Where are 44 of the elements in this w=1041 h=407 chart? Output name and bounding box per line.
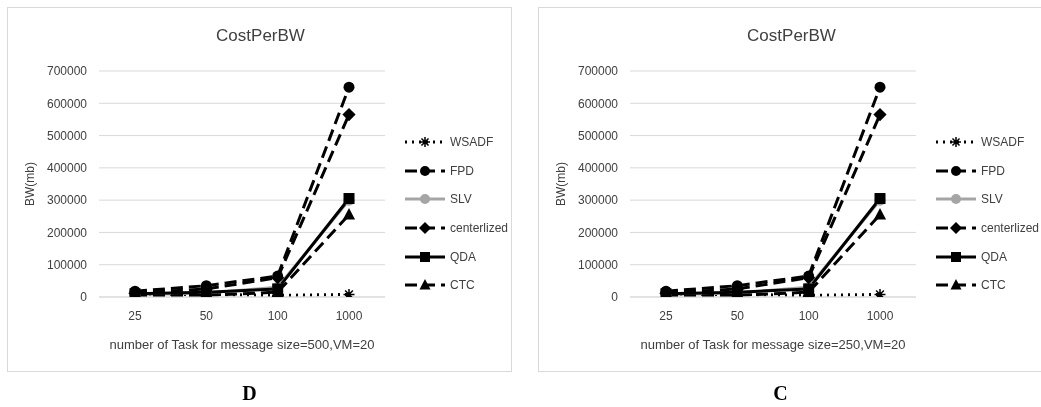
y-tick-label: 0 [611, 290, 619, 305]
x-tick-label: 100 [798, 308, 819, 323]
legend-label: QDA [981, 249, 1008, 264]
legend-label: SLV [981, 192, 1003, 207]
y-tick-label: 300000 [46, 193, 88, 208]
y-tick-label: 200000 [46, 225, 88, 240]
legend-label: centerlized [450, 221, 509, 236]
y-tick-label: 0 [80, 290, 88, 305]
x-axis-title: number of Task for message size=250,VM=20 [640, 337, 906, 352]
text: D [241, 382, 258, 405]
y-tick-label: 400000 [577, 161, 619, 176]
y-tick-label: 600000 [46, 96, 88, 111]
x-tick-label: 100 [267, 308, 288, 323]
x-tick-label: 1000 [335, 308, 363, 323]
y-tick-label: 600000 [577, 96, 619, 111]
legend-label: FPD [981, 163, 1005, 178]
y-tick-label: 500000 [46, 128, 88, 143]
y-tick-label: 400000 [46, 161, 88, 176]
y-tick-label: 200000 [577, 225, 619, 240]
x-tick-label: 25 [128, 308, 142, 323]
chart-title: CostPerBW [746, 26, 837, 46]
y-axis-title: BW(mb) [23, 162, 38, 206]
y-tick-label: 300000 [577, 193, 619, 208]
y-tick-label: 100000 [46, 257, 88, 272]
y-tick-label: 700000 [46, 64, 88, 79]
y-tick-label: 500000 [577, 128, 619, 143]
y-tick-label: 700000 [577, 64, 619, 79]
x-tick-label: 1000 [866, 308, 894, 323]
legend-label: SLV [450, 192, 472, 207]
x-tick-label: 50 [730, 308, 745, 323]
legend-label: FPD [450, 163, 474, 178]
legend-label: QDA [450, 249, 477, 264]
legend-label: CTC [450, 278, 475, 293]
legend-label: CTC [981, 278, 1006, 293]
y-tick-label: 100000 [577, 257, 619, 272]
x-axis-title: number of Task for message size=500,VM=20 [109, 337, 375, 352]
y-axis-title: BW(mb) [554, 162, 569, 206]
x-tick-label: 50 [199, 308, 214, 323]
text: C [772, 382, 789, 405]
legend-label: WSADF [450, 135, 494, 150]
x-tick-label: 25 [659, 308, 673, 323]
chart-title: CostPerBW [215, 26, 306, 46]
legend-label: WSADF [981, 135, 1025, 150]
legend-label: centerlized [981, 221, 1040, 236]
